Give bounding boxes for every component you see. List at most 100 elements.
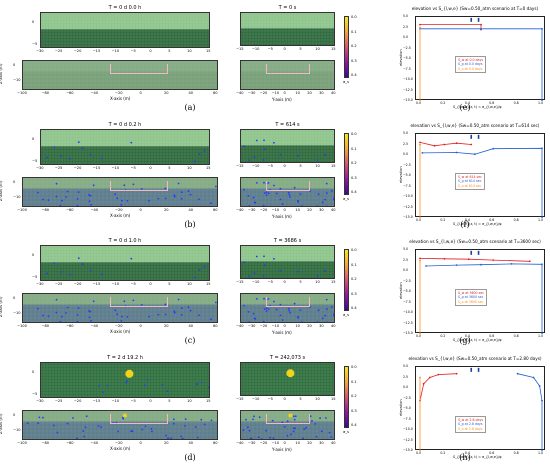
chart-legend: S_w at 0.0 days S_g at 0.0 days S_o at 0.0…: [455, 56, 487, 74]
xz-bottom-xtick: 60: [213, 208, 218, 212]
legend-entry: S_o at 3600 sec: [458, 299, 484, 304]
particle-marker: [120, 320, 123, 322]
y-axis-label: Y-axis (m): [272, 447, 292, 452]
particle-marker: [76, 204, 79, 206]
xz-top-xtick: 15: [206, 282, 211, 286]
particle-marker: [61, 315, 63, 318]
particle-marker: [253, 156, 256, 158]
xy-bottom-xtick: −10: [271, 91, 280, 95]
particle-marker: [177, 298, 180, 301]
particle-marker: [200, 418, 203, 421]
particle-marker: [125, 381, 127, 384]
particle-marker: [180, 313, 183, 316]
particle-marker: [126, 200, 129, 202]
particle-marker: [83, 435, 85, 438]
particle-marker: [243, 304, 245, 307]
colorbar-tick: 0.1: [351, 146, 357, 151]
chart-xtick: 0.0: [416, 451, 422, 455]
particle-marker: [267, 298, 270, 300]
chart-title: elevation vs S_{l,w,e} (Sw=0.50_atm scen…: [411, 6, 539, 11]
particle-marker: [311, 420, 313, 422]
chart-ytick: 5.0: [403, 131, 409, 135]
particle-marker: [254, 201, 257, 204]
chart-ytick: −5.0: [403, 56, 411, 60]
particle-marker: [55, 195, 58, 198]
xz-top-ytick: −5: [32, 159, 38, 163]
xz-bottom-xtick: −60: [66, 91, 74, 95]
particle-marker: [263, 192, 266, 194]
particle-marker: [265, 194, 268, 196]
chart-xtick: 0.8: [513, 451, 519, 455]
elevation-chart: [415, 366, 545, 452]
particle-marker: [196, 383, 198, 386]
xz-top-xtick: 10: [187, 282, 192, 286]
particle-marker: [161, 383, 164, 386]
xy-top-xtick: 0: [283, 280, 286, 284]
xz-bottom-mesh: [22, 60, 218, 90]
upper-layer: [23, 411, 217, 422]
particle-marker: [293, 186, 296, 189]
particle-marker: [187, 306, 190, 309]
particle-marker: [215, 301, 217, 304]
chart-ytick: −10.0: [403, 194, 413, 198]
air-region: [241, 13, 334, 29]
xy-bottom-xtick: 10: [295, 91, 300, 95]
chart-ytick: −10.0: [403, 77, 413, 81]
well-marker: [470, 367, 473, 372]
particle-marker: [148, 199, 150, 202]
particle-marker: [60, 155, 63, 157]
particle-marker: [267, 182, 270, 184]
air-region: [41, 13, 209, 30]
particle-marker: [117, 430, 120, 433]
particle-marker: [257, 436, 260, 439]
particle-marker: [263, 139, 265, 142]
series-point: [455, 142, 458, 145]
chart-ytick: −5.0: [403, 406, 411, 410]
chart-ytick: 0.0: [403, 152, 409, 156]
chart-xtick: 0.8: [513, 218, 519, 222]
particle-marker: [167, 437, 169, 439]
xz-bottom-xtick: 40: [188, 441, 194, 445]
chart-xtick: 0.4: [464, 218, 470, 222]
particle-marker: [187, 190, 190, 193]
series-point: [422, 382, 425, 385]
xz-bottom-ytick: −10: [13, 428, 21, 432]
particle-marker: [273, 257, 275, 260]
particle-marker: [315, 435, 318, 438]
mesh-grid: [241, 363, 334, 395]
chart-xtick: 0.4: [464, 334, 470, 338]
particle-marker: [123, 184, 126, 187]
particle-marker: [317, 309, 320, 312]
particle-marker: [88, 194, 90, 196]
particle-marker: [263, 255, 265, 258]
y-axis-label: Y-axis (m): [272, 97, 292, 102]
xy-bottom-xtick: 30: [319, 208, 324, 212]
particle-marker: [194, 160, 196, 163]
particle-marker: [287, 191, 290, 194]
colorbar: [344, 366, 349, 428]
particle-marker: [102, 391, 104, 393]
excavation-outline: [266, 297, 310, 307]
chart-xtick: 1.0: [538, 101, 544, 105]
chart-xtick: 1.0: [538, 334, 544, 338]
particle-marker: [247, 311, 250, 313]
x-axis-label: X-axis (m): [110, 446, 131, 451]
colorbar-tick: 0.0: [351, 365, 357, 369]
xz-bottom-xtick: 20: [164, 441, 169, 445]
particle-marker: [324, 314, 326, 317]
particle-marker: [66, 190, 69, 193]
xy-bottom-xtick: 40: [331, 324, 336, 328]
particle-marker: [299, 193, 302, 195]
xy-bottom-xtick: −30: [247, 441, 256, 445]
particle-marker: [173, 310, 176, 312]
xy-bottom-mesh: [240, 293, 335, 323]
particle-marker: [333, 313, 334, 315]
chart-ytick: 5.0: [403, 364, 409, 368]
xz-top-xtick: 5: [168, 282, 171, 286]
chart-ytick: −7.5: [403, 416, 411, 421]
mesh-grid: [241, 246, 334, 278]
particle-marker: [289, 196, 291, 198]
colorbar-tick: 0.1: [351, 379, 357, 384]
xy-bottom-xtick: 10: [295, 208, 300, 212]
air-region: [241, 246, 334, 262]
